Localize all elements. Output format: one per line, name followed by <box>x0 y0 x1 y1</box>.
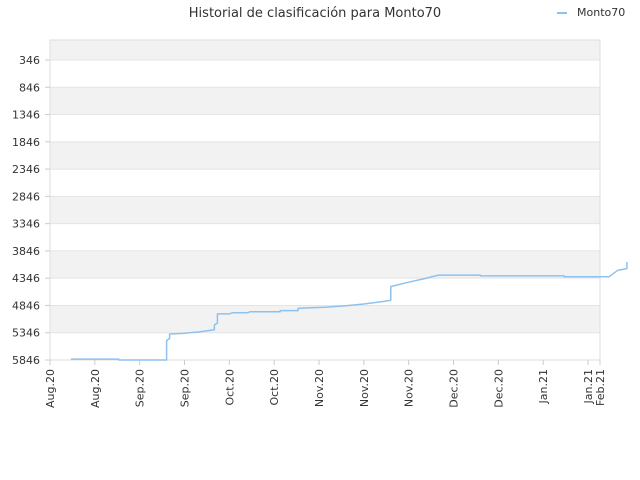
y-tick-label: 1346 <box>12 109 40 122</box>
x-tick-label: Oct.20 <box>223 369 236 406</box>
grid-band <box>50 40 600 60</box>
x-tick-label: Dec.20 <box>448 369 461 408</box>
grid-band <box>50 305 600 333</box>
plot-background-bands <box>50 40 600 333</box>
y-tick-label: 1846 <box>12 136 40 149</box>
x-tick-label: Sep.20 <box>179 369 192 407</box>
series-line-monto70 <box>70 262 628 361</box>
y-tick-label: 846 <box>19 81 40 94</box>
x-tick-label: Aug.20 <box>44 369 57 408</box>
x-tick-label: Aug.20 <box>89 369 102 408</box>
y-tick-label: 3346 <box>12 218 40 231</box>
grid-band <box>50 141 600 170</box>
x-tick-label: Jan.21 <box>582 369 595 404</box>
grid-band <box>50 196 600 224</box>
y-tick-label: 5346 <box>12 327 40 340</box>
x-tick-label: Nov.20 <box>403 369 416 407</box>
series-layer <box>70 262 628 361</box>
legend-label: Monto70 <box>577 6 625 19</box>
x-tick-label: Feb.21 <box>594 369 607 406</box>
x-tick-label: Jan.21 <box>537 369 550 404</box>
x-tick-label: Oct.20 <box>268 369 281 406</box>
y-tick-label: 3846 <box>12 245 40 258</box>
x-axis-ticks: Aug.20 Aug.20 Sep.20 Sep.20 Oct.20 Oct.20 Nov.… <box>44 360 607 408</box>
y-axis-ticks: 346 846 1346 1846 2346 2846 3346 3846 4346 4846 53… <box>12 54 50 367</box>
chart-title: Historial de clasificación para Monto70 <box>189 6 441 21</box>
y-tick-label: 4846 <box>12 299 40 312</box>
legend: Monto70 <box>557 6 625 19</box>
plot-area <box>49 39 601 361</box>
grid-band <box>50 250 600 279</box>
y-tick-label: 4346 <box>12 272 40 285</box>
x-tick-label: Sep.20 <box>134 369 147 407</box>
y-tick-label: 2846 <box>12 190 40 203</box>
x-tick-label: Nov.20 <box>358 369 371 407</box>
y-tick-label: 346 <box>19 54 40 67</box>
y-tick-label: 2346 <box>12 163 40 176</box>
x-tick-label: Dec.20 <box>492 369 505 408</box>
grid-band <box>50 87 600 115</box>
y-tick-label: 5846 <box>12 354 40 367</box>
x-tick-label: Nov.20 <box>313 369 326 407</box>
